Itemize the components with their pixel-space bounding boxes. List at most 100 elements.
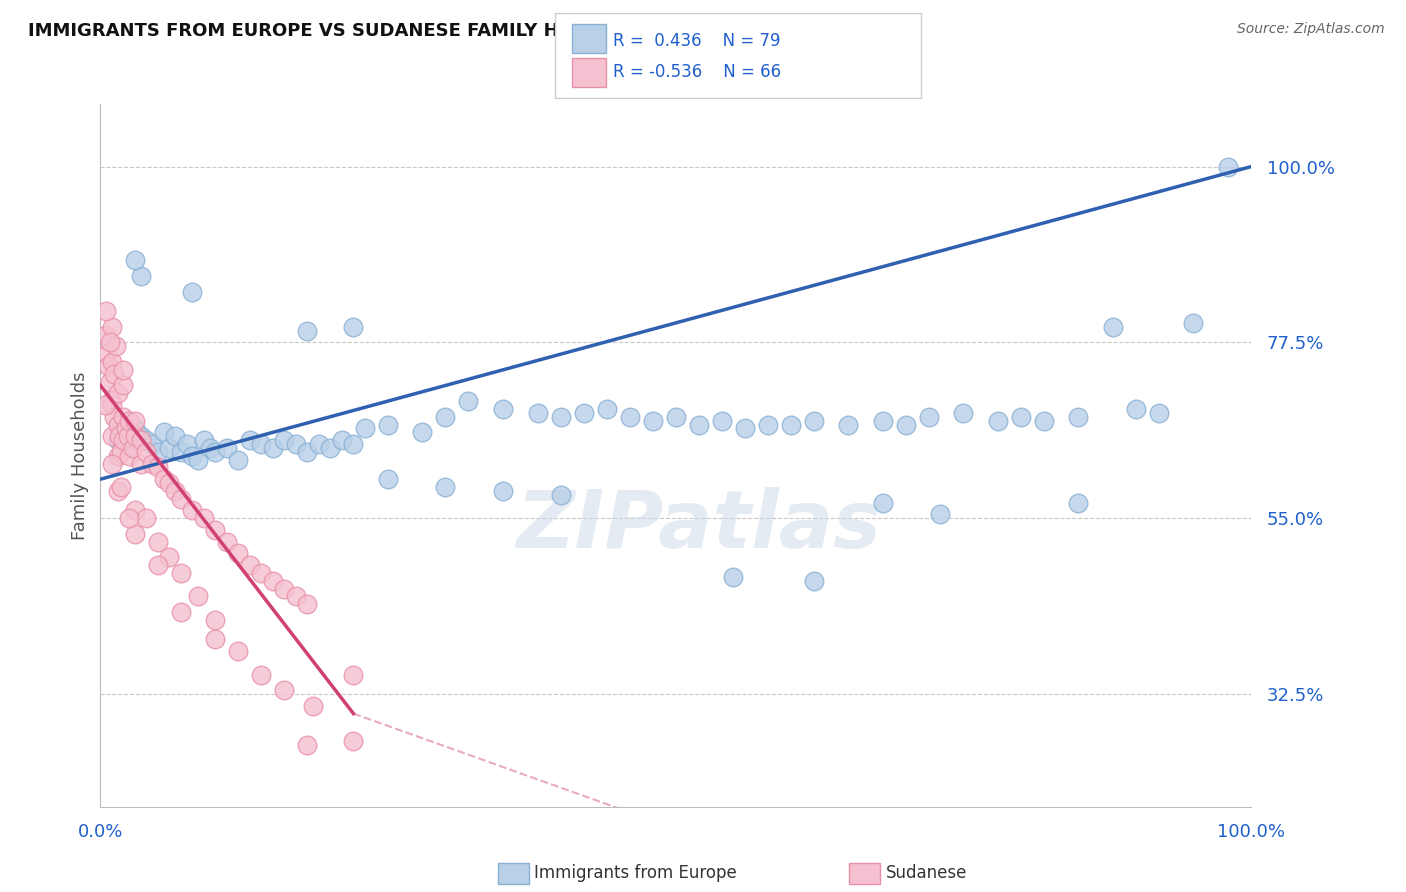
Point [250, 437, 273, 451]
Point [204, 523, 226, 537]
Point [273, 683, 295, 698]
Point [434, 480, 457, 494]
Point [117, 429, 139, 443]
Point [157, 441, 180, 455]
Point [118, 414, 141, 428]
Point [215, 534, 238, 549]
Point [112, 425, 135, 440]
Point [342, 667, 364, 681]
Point [107, 449, 129, 463]
Point [250, 667, 273, 681]
Point [103, 367, 125, 381]
Point [572, 406, 595, 420]
Point [181, 449, 204, 463]
Point [342, 437, 364, 451]
Point [97, 359, 120, 373]
Point [187, 590, 209, 604]
Point [105, 339, 128, 353]
Point [872, 414, 894, 428]
Text: Source: ZipAtlas.com: Source: ZipAtlas.com [1237, 22, 1385, 37]
Point [103, 409, 125, 424]
Point [112, 409, 135, 424]
Point [1032, 414, 1054, 428]
Point [297, 738, 319, 752]
Point [377, 472, 399, 486]
Point [98, 335, 121, 350]
Point [284, 590, 307, 604]
Point [170, 445, 193, 459]
Point [319, 441, 342, 455]
Point [152, 425, 174, 440]
Point [146, 534, 169, 549]
Point [411, 425, 433, 440]
Point [96, 347, 118, 361]
Point [112, 378, 135, 392]
Point [181, 285, 204, 299]
Point [114, 421, 136, 435]
Point [101, 355, 124, 369]
Point [135, 511, 157, 525]
Point [894, 417, 917, 432]
Point [170, 566, 193, 580]
Point [112, 363, 135, 377]
Point [101, 429, 124, 443]
Point [550, 409, 572, 424]
Point [146, 460, 169, 475]
Point [262, 441, 284, 455]
Point [157, 476, 180, 491]
Point [688, 417, 710, 432]
Point [193, 511, 215, 525]
Point [157, 550, 180, 565]
Point [526, 406, 548, 420]
Point [124, 414, 146, 428]
Point [124, 503, 146, 517]
Point [273, 433, 295, 447]
Point [141, 457, 163, 471]
Point [141, 437, 163, 451]
Point [550, 488, 572, 502]
Point [721, 570, 744, 584]
Point [434, 409, 457, 424]
Point [187, 452, 209, 467]
Point [918, 409, 941, 424]
Point [1067, 409, 1090, 424]
Text: IMMIGRANTS FROM EUROPE VS SUDANESE FAMILY HOUSEHOLDS CORRELATION CHART: IMMIGRANTS FROM EUROPE VS SUDANESE FAMIL… [28, 22, 904, 40]
Point [101, 319, 124, 334]
Point [308, 437, 330, 451]
Point [297, 324, 319, 338]
Point [228, 452, 250, 467]
Point [302, 698, 325, 713]
Point [94, 304, 117, 318]
Text: Immigrants from Europe: Immigrants from Europe [534, 864, 737, 882]
Point [1216, 160, 1239, 174]
Point [1067, 496, 1090, 510]
Point [146, 445, 169, 459]
Point [129, 433, 152, 447]
Point [100, 394, 122, 409]
Point [1125, 401, 1147, 416]
Text: R =  0.436    N = 79: R = 0.436 N = 79 [613, 31, 780, 50]
Point [1182, 316, 1205, 330]
Point [239, 558, 262, 573]
Point [204, 632, 226, 647]
Point [110, 480, 132, 494]
Point [929, 508, 952, 522]
Point [124, 527, 146, 541]
Point [129, 429, 152, 443]
Point [110, 445, 132, 459]
Point [124, 429, 146, 443]
Point [107, 386, 129, 401]
Point [1147, 406, 1170, 420]
Point [94, 398, 117, 412]
Point [710, 414, 733, 428]
Point [492, 401, 515, 416]
Point [129, 457, 152, 471]
Text: R = -0.536    N = 66: R = -0.536 N = 66 [613, 63, 782, 81]
Point [118, 511, 141, 525]
Point [121, 441, 143, 455]
Point [297, 597, 319, 611]
Point [1101, 319, 1123, 334]
Point [641, 414, 664, 428]
Point [250, 566, 273, 580]
Point [228, 644, 250, 658]
